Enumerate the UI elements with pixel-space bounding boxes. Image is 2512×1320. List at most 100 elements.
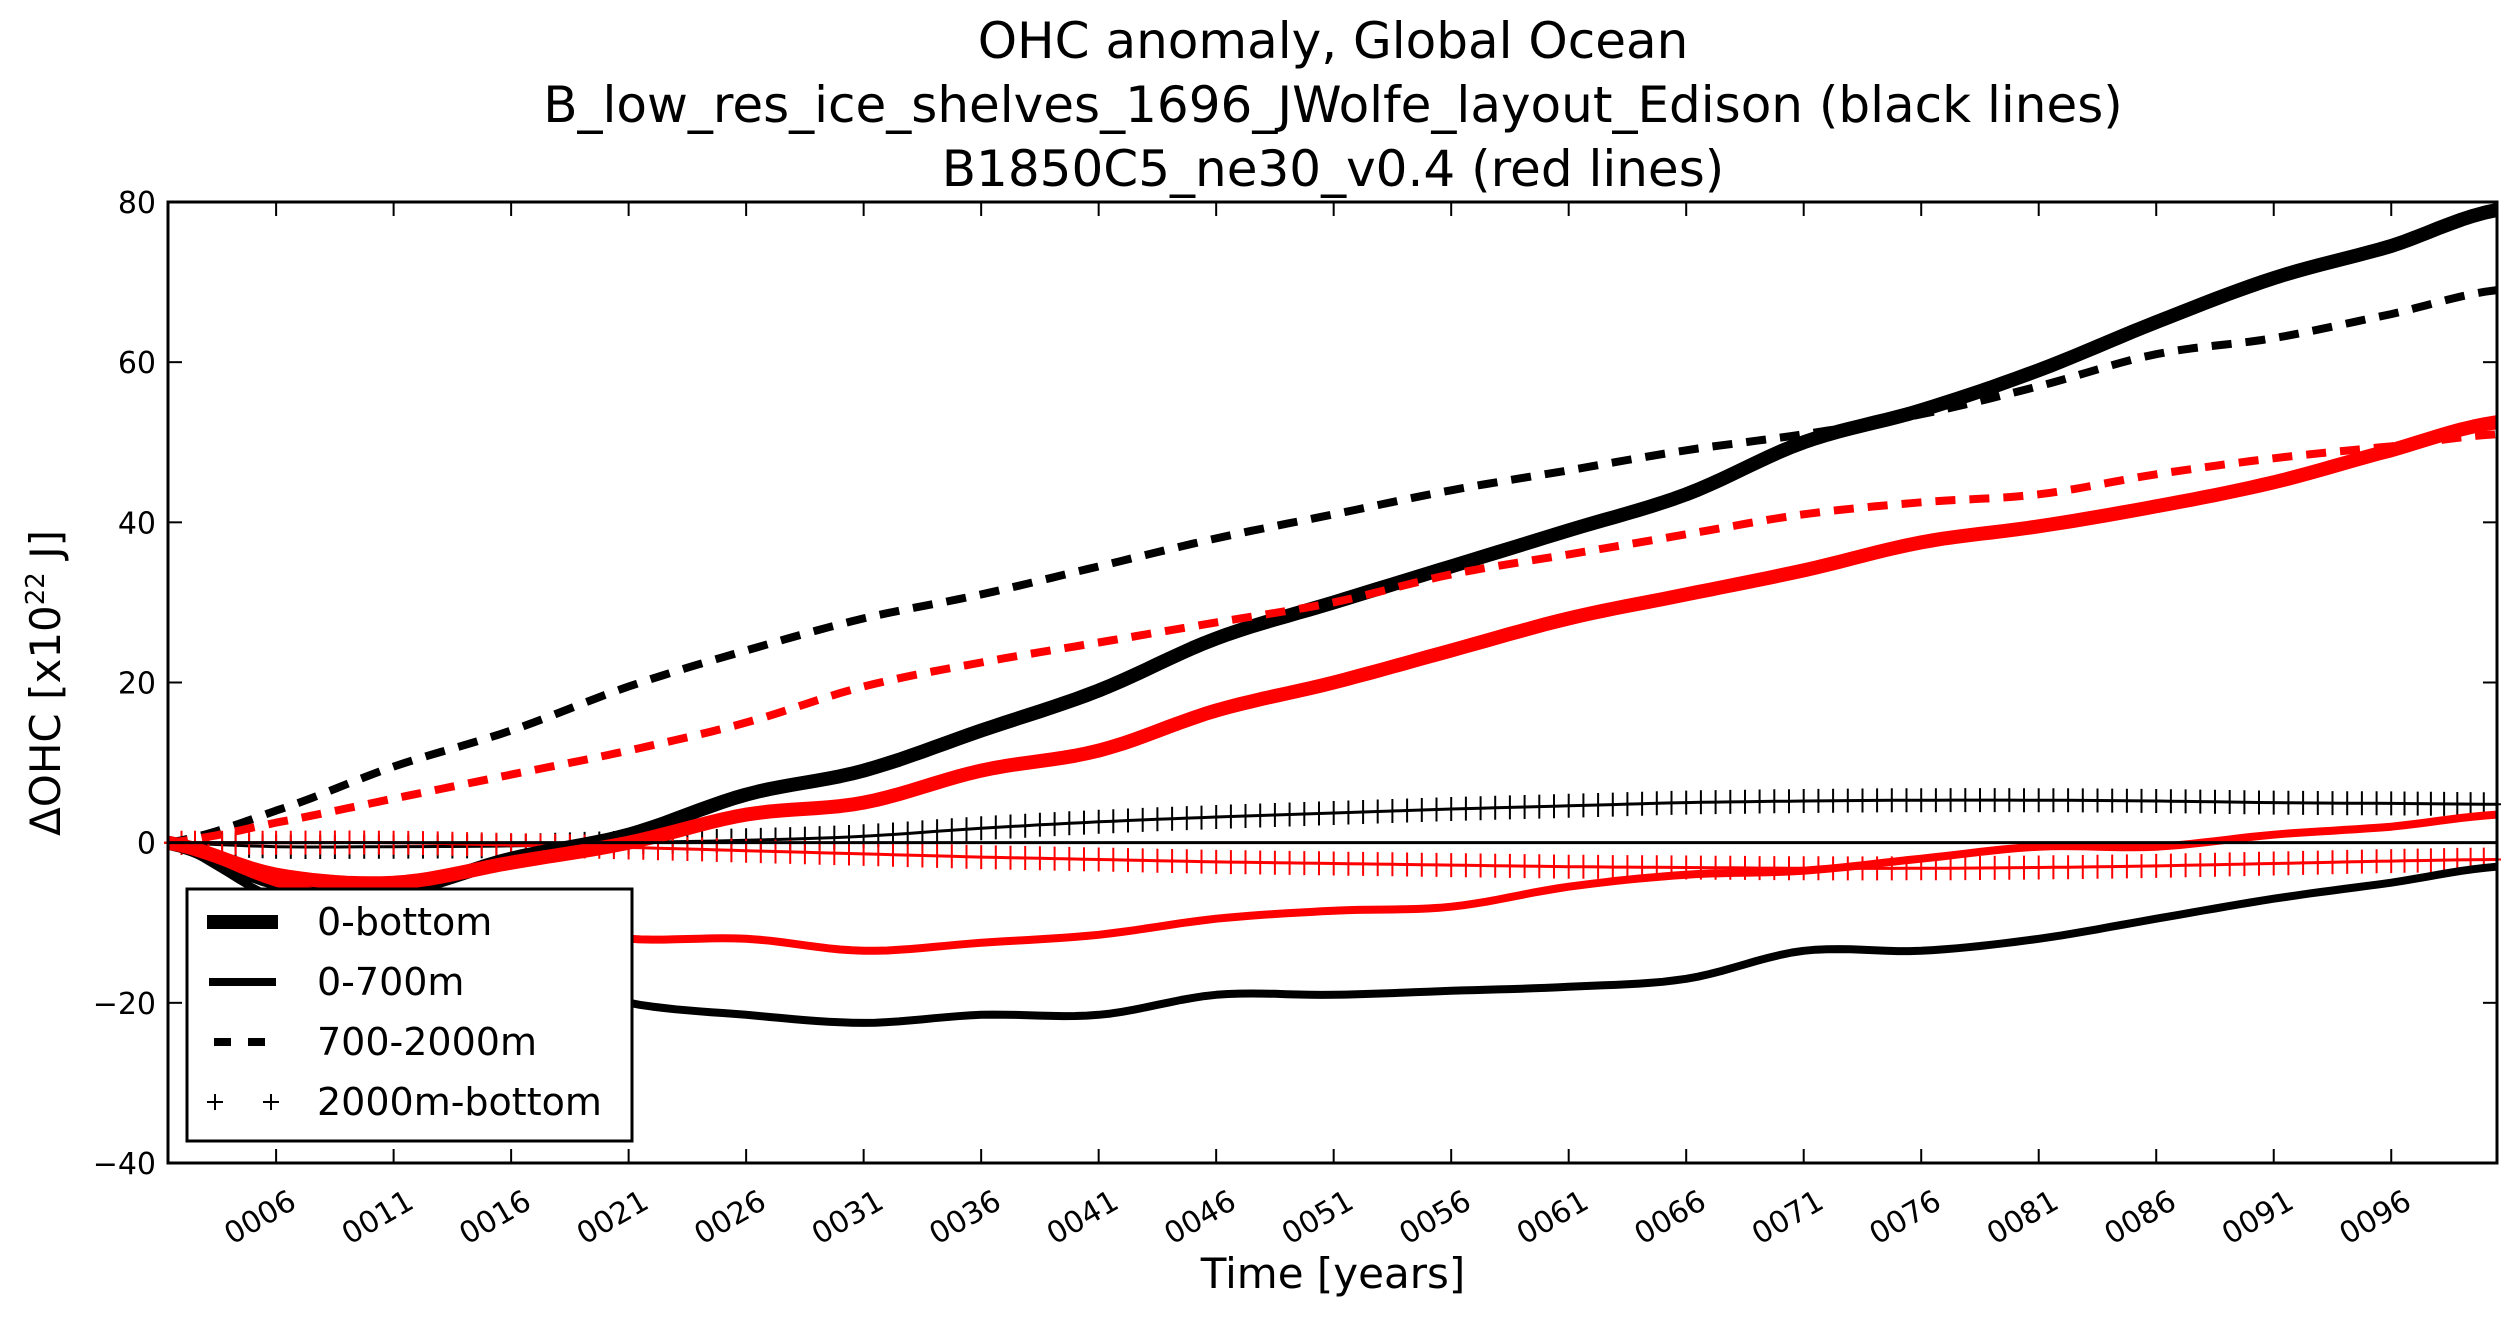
plus-marker <box>2078 855 2087 879</box>
plus-marker <box>991 845 1000 870</box>
plus-marker <box>1124 848 1132 873</box>
chart-title-line-3: B1850C5_ne30_v0.4 (red lines) <box>942 140 1725 198</box>
plus-marker <box>2328 791 2337 816</box>
plus-marker <box>1417 852 1426 877</box>
plus-marker <box>2313 791 2322 815</box>
plus-marker <box>1873 788 1882 813</box>
plus-marker <box>2343 791 2352 816</box>
plus-marker <box>1021 813 1030 838</box>
plus-marker <box>1931 788 1940 813</box>
y-axis-label-main: ΔOHC [x10 <box>21 605 70 836</box>
plus-marker <box>1638 791 1647 816</box>
plus-marker <box>991 815 1000 840</box>
plus-marker <box>2064 788 2073 813</box>
legend-label: 0-bottom <box>317 900 492 944</box>
plus-marker <box>1373 852 1382 877</box>
plus-marker <box>1329 851 1338 876</box>
plus-marker <box>918 843 927 868</box>
plus-marker <box>977 845 986 870</box>
plus-marker <box>815 840 824 865</box>
series-700-2000m-black <box>167 286 2498 847</box>
y-tick-label: −40 <box>93 1147 156 1182</box>
plus-marker <box>1138 807 1147 832</box>
legend-label: 700-2000m <box>317 1020 537 1064</box>
plus-marker <box>947 818 956 843</box>
plus-marker <box>1285 850 1294 875</box>
plus-marker <box>2152 789 2161 813</box>
plus-marker <box>2166 789 2175 814</box>
plus-marker <box>1770 789 1779 814</box>
y-axis-ticks: −40 −20 0 20 40 60 80 <box>93 186 2497 1182</box>
plus-marker <box>1182 806 1191 831</box>
legend-entry-700-2000m: 700-2000m <box>214 1020 537 1064</box>
plus-marker <box>1300 851 1309 876</box>
plus-marker <box>2240 790 2249 815</box>
plus-marker <box>2453 792 2462 816</box>
plus-marker <box>2284 851 2293 876</box>
plus-marker <box>1623 855 1632 880</box>
plus-marker <box>2211 852 2219 877</box>
plus-marker <box>2034 788 2043 813</box>
plus-marker <box>1080 810 1088 835</box>
plus-marker <box>1359 800 1368 824</box>
plus-marker <box>1124 808 1132 833</box>
plus-marker <box>1006 814 1015 839</box>
plus-marker <box>2400 848 2409 873</box>
plus-marker <box>1491 795 1500 820</box>
plus-marker <box>1961 788 1970 813</box>
plus-marker <box>874 842 883 867</box>
plus-marker <box>477 832 486 857</box>
plus-marker <box>1902 788 1911 813</box>
plus-marker <box>1608 792 1617 817</box>
plus-marker <box>2166 853 2175 878</box>
plus-marker <box>2005 788 2014 813</box>
legend-entry-0-bottom: 0-bottom <box>207 900 492 944</box>
plus-marker <box>1829 788 1838 813</box>
plus-marker <box>2064 855 2073 880</box>
plus-marker <box>1594 854 1603 879</box>
plus-marker <box>1696 790 1705 815</box>
plus-marker <box>1270 803 1279 827</box>
plus-marker <box>1329 801 1338 825</box>
plus-marker <box>1270 850 1279 875</box>
y-tick-label: 40 <box>118 506 156 541</box>
plus-marker <box>1388 799 1397 823</box>
plus-marker <box>2020 788 2028 813</box>
plus-marker <box>1564 793 1573 818</box>
plus-marker <box>2225 852 2234 877</box>
plus-marker <box>1843 788 1852 813</box>
plus-marker <box>1094 809 1103 834</box>
plus-marker <box>1447 853 1456 878</box>
plus-marker <box>1814 788 1823 813</box>
plus-marker <box>903 843 912 868</box>
plus-marker <box>1976 788 1984 813</box>
plus-marker <box>2269 790 2278 815</box>
plus-marker <box>2343 849 2352 874</box>
plus-marker <box>1050 812 1059 837</box>
plus-marker <box>1182 849 1191 874</box>
legend-swatch-plus <box>263 1094 279 1110</box>
plus-marker <box>1976 856 1984 880</box>
plus-marker <box>1579 793 1588 818</box>
series-line <box>166 415 2499 891</box>
series-0-bottom-red <box>166 415 2499 891</box>
plus-marker <box>2122 854 2131 879</box>
plus-marker <box>2137 854 2146 879</box>
plus-marker <box>1755 789 1764 814</box>
plus-marker <box>1300 802 1309 826</box>
plus-marker <box>2225 790 2234 814</box>
plus-marker <box>1359 851 1368 876</box>
plus-marker <box>2413 848 2422 873</box>
y-tick-label: 0 <box>137 827 156 862</box>
plus-marker <box>1741 789 1749 814</box>
plus-marker <box>2049 855 2058 880</box>
plus-marker <box>1550 794 1558 819</box>
plus-marker <box>2181 853 2190 878</box>
plus-marker <box>2108 788 2117 813</box>
plus-marker <box>962 817 971 842</box>
plus-marker <box>1623 792 1632 817</box>
plus-marker <box>2255 851 2263 876</box>
plus-marker <box>1109 847 1118 872</box>
plus-marker <box>2034 855 2043 880</box>
plus-marker <box>933 843 942 868</box>
